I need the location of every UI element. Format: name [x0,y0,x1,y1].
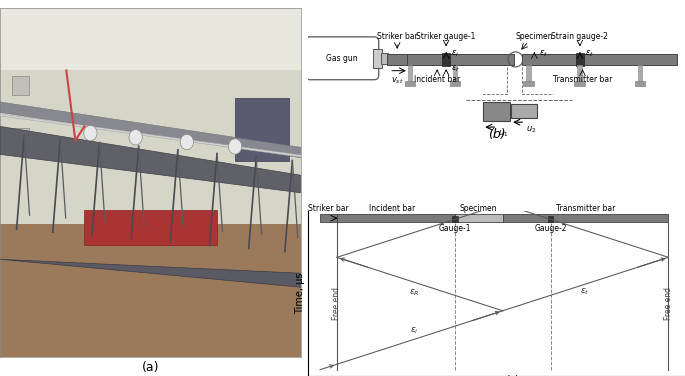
Text: $\varepsilon_R$: $\varepsilon_R$ [409,288,420,299]
Bar [450,81,460,86]
Text: Specimen: Specimen [516,32,553,41]
Bar [0,8,301,70]
Text: (c): (c) [504,374,519,376]
Text: Free end: Free end [332,287,342,320]
Bar [12,76,29,95]
Polygon shape [0,259,301,287]
Bar [0,8,301,224]
Text: $\varepsilon_i$: $\varepsilon_i$ [410,325,419,336]
Bar [523,81,534,86]
Text: Gauge-1: Gauge-1 [438,224,471,232]
Bar [408,65,412,82]
Polygon shape [0,102,301,158]
Text: Striker bar: Striker bar [377,32,418,41]
Text: $u_2$: $u_2$ [526,124,536,135]
Bar [453,65,458,82]
Bar [455,214,503,222]
Bar [634,81,645,86]
Bar [407,54,514,65]
Bar [320,214,337,222]
Text: (b): (b) [488,128,506,141]
Bar [577,65,582,82]
Text: Striker bar: Striker bar [308,204,349,213]
Bar [452,215,458,222]
Text: $u_1$: $u_1$ [498,129,508,139]
Circle shape [180,134,193,150]
Text: Incident bar: Incident bar [369,204,415,213]
Bar [12,128,29,147]
Bar [511,104,537,118]
Polygon shape [0,126,301,193]
Text: Strain gauge-2: Strain gauge-2 [551,32,608,41]
Text: Incident bar: Incident bar [414,75,460,84]
Text: $\varepsilon_t$: $\varepsilon_t$ [585,49,594,59]
Bar [526,65,531,82]
Bar [442,53,450,66]
Text: Striker gauge-1: Striker gauge-1 [416,32,476,41]
Bar [574,81,585,86]
Text: Free end: Free end [664,287,673,320]
Bar [575,53,584,66]
Text: $\varepsilon_r$: $\varepsilon_r$ [451,64,460,74]
Text: Specimen: Specimen [460,204,497,213]
Bar [405,81,415,86]
Text: Gas gun: Gas gun [326,54,358,63]
Polygon shape [0,114,301,157]
Circle shape [129,130,142,145]
Text: Gauge-2: Gauge-2 [534,224,566,232]
Text: $\rightarrow$  Tensile strain pulse: $\rightarrow$ Tensile strain pulse [573,374,671,376]
Bar [388,54,407,65]
Bar [235,99,289,161]
Circle shape [229,139,242,154]
Bar [522,54,677,65]
Bar [84,210,217,245]
Text: $\varepsilon_i$: $\varepsilon_i$ [451,49,459,59]
Bar [484,102,510,121]
Bar [503,214,669,222]
Bar [337,214,455,222]
Y-axis label: Time, μs: Time, μs [295,273,306,314]
Text: $\rightarrow$  Compressive strain pulse: $\rightarrow$ Compressive strain pulse [322,374,445,376]
Text: Transmitter bar: Transmitter bar [553,75,612,84]
Bar [638,65,642,82]
Bar [381,53,388,64]
Text: $\varepsilon_t$: $\varepsilon_t$ [580,287,590,297]
Bar [373,49,382,68]
Text: Transmitter bar: Transmitter bar [556,204,615,213]
Bar [0,224,301,357]
Text: $v_{st}$: $v_{st}$ [391,75,403,86]
Circle shape [84,125,97,141]
Text: (a): (a) [142,361,160,374]
Text: $\varepsilon_t$: $\varepsilon_t$ [539,49,548,59]
Bar [548,215,553,222]
